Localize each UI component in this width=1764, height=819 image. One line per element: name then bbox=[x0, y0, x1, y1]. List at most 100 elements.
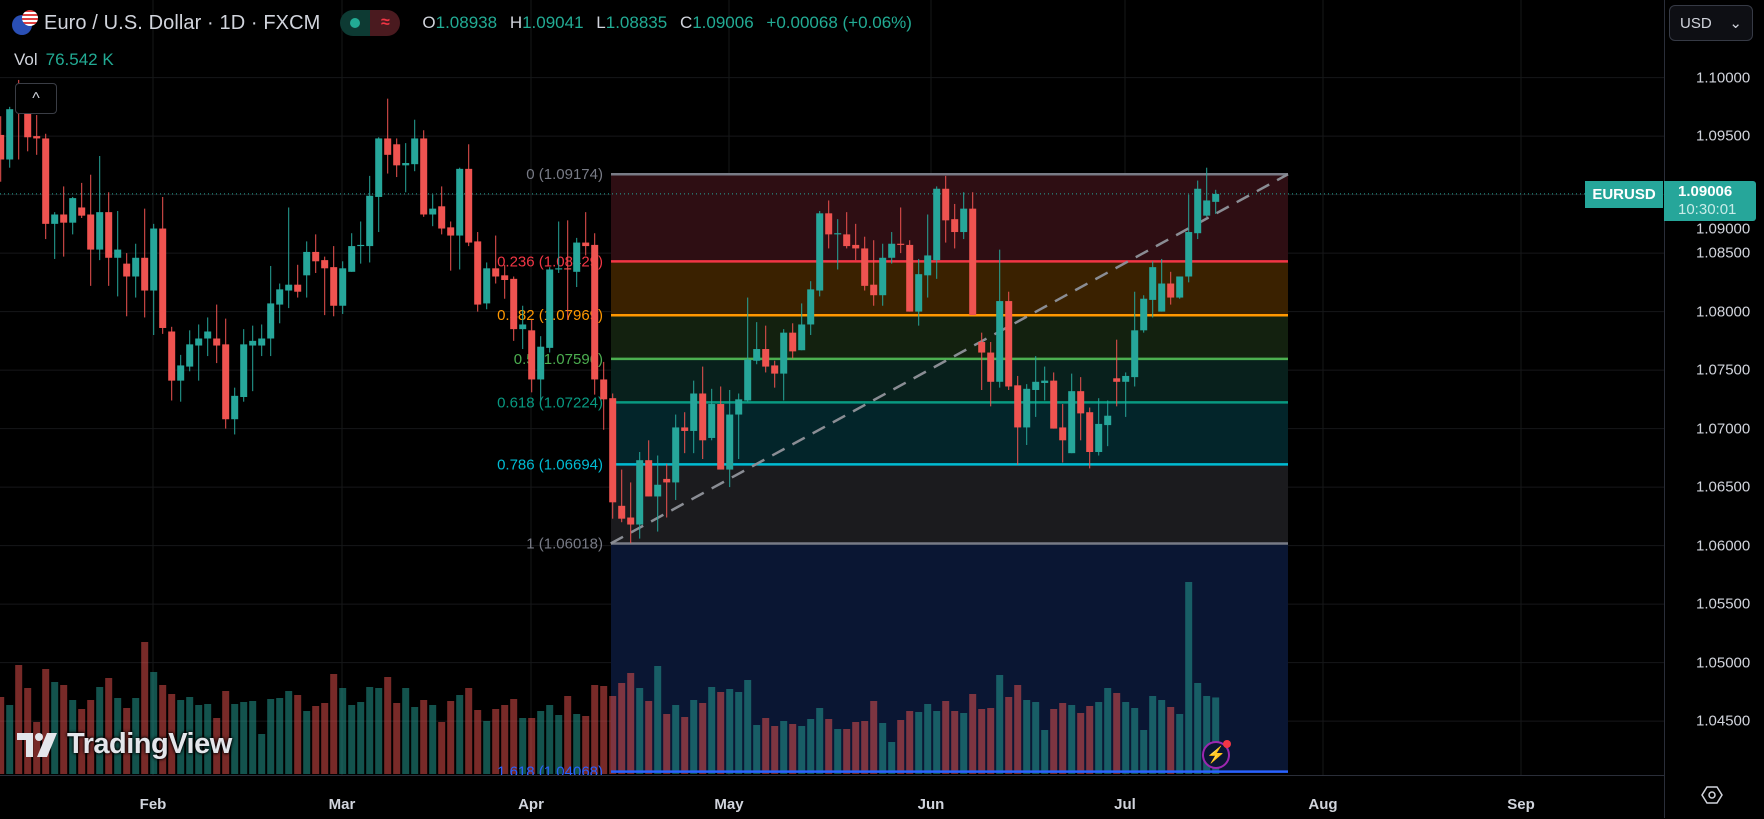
symbol-price-tag: EURUSD bbox=[1585, 181, 1663, 208]
candle-body bbox=[951, 219, 959, 233]
volume-bar bbox=[69, 700, 77, 774]
candle-body bbox=[222, 344, 230, 420]
candle-body bbox=[879, 257, 887, 296]
volume-bar bbox=[762, 718, 770, 774]
candle bbox=[1104, 400, 1112, 447]
volume-bar bbox=[411, 707, 419, 774]
candle bbox=[492, 235, 500, 284]
volume-bar bbox=[537, 711, 545, 774]
candle-body bbox=[1149, 267, 1157, 300]
fib-level-label: 1.618 (1.04068) bbox=[497, 764, 603, 775]
price-axis[interactable] bbox=[1664, 0, 1764, 818]
price-tick-label: 1.09500 bbox=[1696, 127, 1751, 145]
volume-bar bbox=[240, 702, 248, 774]
candle bbox=[528, 319, 536, 393]
month-label: Jun bbox=[917, 796, 945, 813]
price-chart[interactable]: 0 (1.09174)0.236 (1.08429)0.382 (1.07969… bbox=[0, 0, 1664, 775]
candle-body bbox=[843, 234, 851, 247]
candle bbox=[627, 482, 635, 544]
volume-readout: Vol 76.542 K bbox=[14, 50, 114, 70]
volume-bar bbox=[330, 674, 338, 774]
currency-dropdown[interactable]: USD ⌄ bbox=[1669, 5, 1753, 41]
candle-body bbox=[285, 284, 293, 291]
price-tick-label: 1.05500 bbox=[1696, 595, 1751, 613]
candle bbox=[483, 262, 491, 310]
candle-body bbox=[816, 213, 824, 291]
market-status-pill[interactable]: ≈ bbox=[340, 10, 401, 36]
candle-body bbox=[1005, 301, 1013, 387]
volume-bar bbox=[312, 706, 320, 774]
candle-body bbox=[1158, 283, 1166, 312]
candle-body bbox=[33, 136, 41, 139]
lightning-alert-icon[interactable]: ⚡ bbox=[1202, 740, 1231, 769]
volume-bar bbox=[114, 698, 122, 774]
volume-bar bbox=[456, 695, 464, 774]
fib-zone-fill bbox=[611, 358, 1288, 403]
collapse-legend-button[interactable]: ^ bbox=[15, 83, 57, 114]
volume-bar bbox=[834, 729, 842, 774]
low-value: 1.08835 bbox=[605, 13, 668, 32]
tradingview-watermark[interactable]: TradingView bbox=[17, 728, 232, 761]
volume-bar bbox=[393, 703, 401, 774]
candle-body bbox=[1167, 283, 1175, 298]
candle bbox=[645, 440, 653, 497]
candle-body bbox=[231, 395, 239, 420]
candle-body bbox=[465, 168, 473, 243]
candle-body bbox=[456, 168, 464, 236]
volume-bar bbox=[717, 692, 725, 774]
volume-bar bbox=[357, 702, 365, 774]
candle-body bbox=[312, 251, 320, 262]
candle-body bbox=[249, 340, 257, 346]
candle-body bbox=[501, 275, 509, 281]
candle bbox=[618, 469, 626, 523]
volume-bar bbox=[663, 714, 671, 774]
volume-bar bbox=[906, 711, 914, 774]
candle-body bbox=[609, 398, 617, 503]
candle-body bbox=[825, 213, 833, 235]
candle-body bbox=[447, 227, 455, 236]
chart-settings-icon[interactable] bbox=[1700, 783, 1724, 807]
candle-body bbox=[114, 249, 122, 258]
candle-body bbox=[168, 331, 176, 381]
candle bbox=[744, 297, 752, 402]
time-axis[interactable]: Feb Mar Apr May Jun Jul Aug Sep bbox=[0, 775, 1664, 819]
volume-bar bbox=[474, 710, 482, 774]
candle bbox=[762, 325, 770, 373]
candle bbox=[888, 232, 896, 264]
fib-level-label: 0.618 (1.07224) bbox=[497, 394, 603, 411]
candle-body bbox=[330, 267, 338, 306]
candle-body bbox=[159, 228, 167, 328]
candle-body bbox=[942, 188, 950, 221]
volume-bar bbox=[78, 709, 86, 774]
symbol-title[interactable]: Euro / U.S. Dollar · 1D · FXCM bbox=[44, 11, 321, 34]
volume-bar bbox=[591, 685, 599, 774]
volume-bar bbox=[420, 700, 428, 774]
volume-bar bbox=[195, 705, 203, 774]
volume-bar bbox=[1203, 696, 1211, 774]
candle-body bbox=[753, 349, 761, 361]
candle bbox=[933, 186, 941, 279]
volume-bar bbox=[1086, 706, 1094, 774]
candle bbox=[168, 326, 176, 401]
volume-bar bbox=[735, 692, 743, 774]
candle bbox=[312, 234, 320, 273]
candle bbox=[195, 324, 203, 381]
volume-bar bbox=[1104, 688, 1112, 774]
change-value: +0.00068 (+0.06%) bbox=[766, 13, 912, 32]
candle bbox=[123, 253, 131, 317]
price-tick-label: 1.08500 bbox=[1696, 244, 1751, 262]
candle bbox=[294, 264, 302, 298]
candle-body bbox=[924, 255, 932, 276]
candle-body bbox=[762, 349, 770, 367]
candle bbox=[510, 276, 518, 341]
price-tick-label: 1.04500 bbox=[1696, 712, 1751, 730]
candle bbox=[267, 265, 275, 357]
volume-bar bbox=[969, 694, 977, 774]
candle-body bbox=[1176, 276, 1184, 298]
volume-bar bbox=[600, 686, 608, 774]
candle-body bbox=[906, 244, 914, 312]
open-value: 1.08938 bbox=[435, 13, 498, 32]
candle bbox=[51, 212, 59, 259]
volume-bar bbox=[438, 722, 446, 774]
volume-bar bbox=[348, 705, 356, 774]
